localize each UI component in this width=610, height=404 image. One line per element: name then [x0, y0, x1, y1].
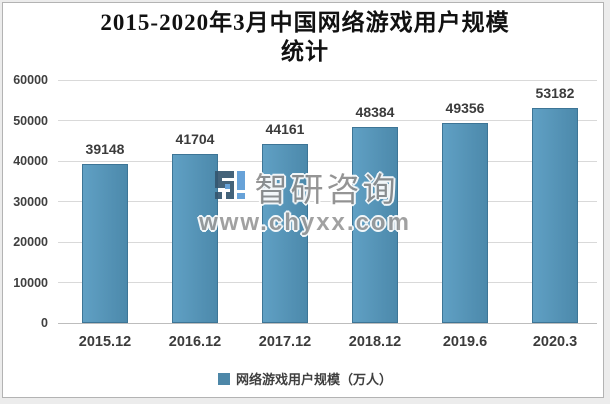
legend: 网络游戏用户规模（万人） — [0, 369, 610, 388]
y-axis-tick-label: 60000 — [13, 73, 48, 87]
gridline — [58, 160, 597, 162]
x-axis-tick-label: 2015.12 — [78, 334, 132, 350]
bar — [442, 123, 488, 323]
x-axis-tick-label: 2018.12 — [348, 334, 402, 350]
gridline — [58, 120, 597, 121]
bar — [172, 154, 218, 323]
bar — [82, 164, 128, 323]
x-axis-tick-label: 2020.3 — [532, 334, 578, 350]
chart-title-line2: 统计 — [281, 39, 329, 64]
y-axis-tick-label: 20000 — [13, 235, 48, 249]
x-axis-tick-label: 2016.12 — [168, 334, 222, 350]
x-axis-baseline — [58, 322, 597, 324]
gridline — [58, 282, 597, 283]
bar-value-label: 53182 — [535, 84, 575, 101]
bar-value-label: 48384 — [355, 104, 395, 121]
bar — [262, 144, 308, 323]
gridline — [58, 79, 597, 81]
y-axis-tick-label: 0 — [41, 316, 48, 330]
bar-value-label: 41704 — [175, 131, 215, 148]
legend-swatch — [217, 372, 230, 385]
x-axis-tick-label: 2017.12 — [258, 334, 312, 350]
x-axis-tick-label: 2019.6 — [442, 334, 488, 350]
bar — [532, 107, 578, 323]
gridline — [58, 241, 597, 243]
y-axis-tick-label: 40000 — [13, 154, 48, 168]
bar-value-label: 39148 — [85, 141, 125, 158]
y-axis-tick-label: 10000 — [13, 275, 48, 290]
legend-label: 网络游戏用户规模（万人） — [235, 372, 392, 387]
gridline — [58, 201, 597, 202]
y-axis-tick-label: 30000 — [13, 194, 48, 209]
bar — [352, 127, 398, 323]
bar-value-label: 49356 — [445, 100, 485, 117]
y-axis-tick-label: 50000 — [13, 113, 48, 128]
chart-title: 2015-2020年3月中国网络游戏用户规模 统计 — [0, 8, 610, 66]
bar-value-label: 44161 — [265, 121, 305, 138]
chart-title-line1: 2015-2020年3月中国网络游戏用户规模 — [100, 10, 510, 35]
